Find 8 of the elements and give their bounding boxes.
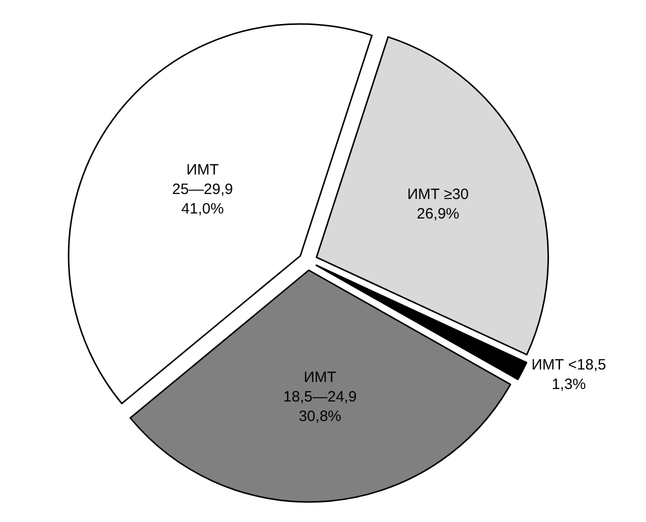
data-label: 26,9%: [416, 206, 460, 223]
data-label: 41,0%: [181, 200, 224, 218]
slice-label: ИМТ ≥30: [407, 186, 469, 204]
data-label: 1,3%: [552, 376, 586, 394]
slice-label: ИМТ 18,5—24,9: [283, 368, 357, 406]
slice-label: ИМТ 25—29,9: [172, 161, 234, 198]
data-label: 30,8%: [298, 408, 342, 425]
slice-label: ИМТ <18,5: [532, 356, 606, 374]
